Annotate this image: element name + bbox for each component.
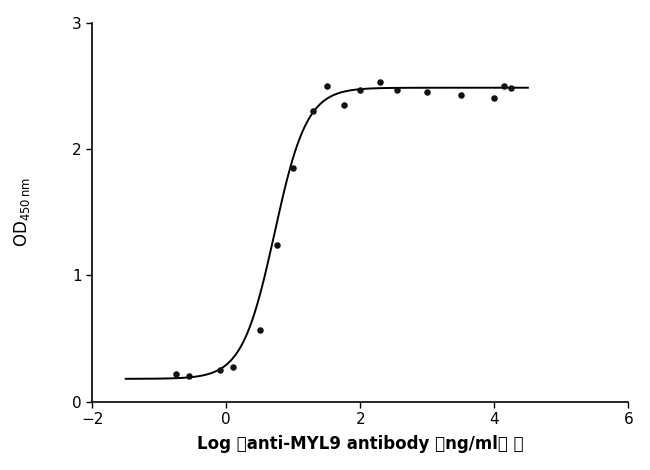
- Point: [288, 164, 298, 172]
- Point: [392, 86, 402, 94]
- Point: [214, 366, 225, 374]
- Text: OD$_{\mathregular{450\,nm}}$: OD$_{\mathregular{450\,nm}}$: [12, 177, 32, 247]
- Point: [499, 82, 510, 90]
- Point: [339, 101, 349, 109]
- Point: [489, 94, 500, 102]
- Point: [456, 91, 466, 98]
- Point: [271, 241, 281, 249]
- X-axis label: Log （anti-MYL9 antibody （ng/ml） ）: Log （anti-MYL9 antibody （ng/ml） ）: [197, 435, 524, 454]
- Point: [422, 88, 432, 96]
- Point: [227, 364, 238, 371]
- Point: [375, 78, 385, 86]
- Point: [184, 373, 194, 380]
- Point: [322, 82, 332, 90]
- Point: [171, 370, 181, 377]
- Point: [355, 86, 365, 94]
- Point: [506, 85, 516, 92]
- Point: [255, 326, 265, 333]
- Point: [308, 107, 318, 115]
